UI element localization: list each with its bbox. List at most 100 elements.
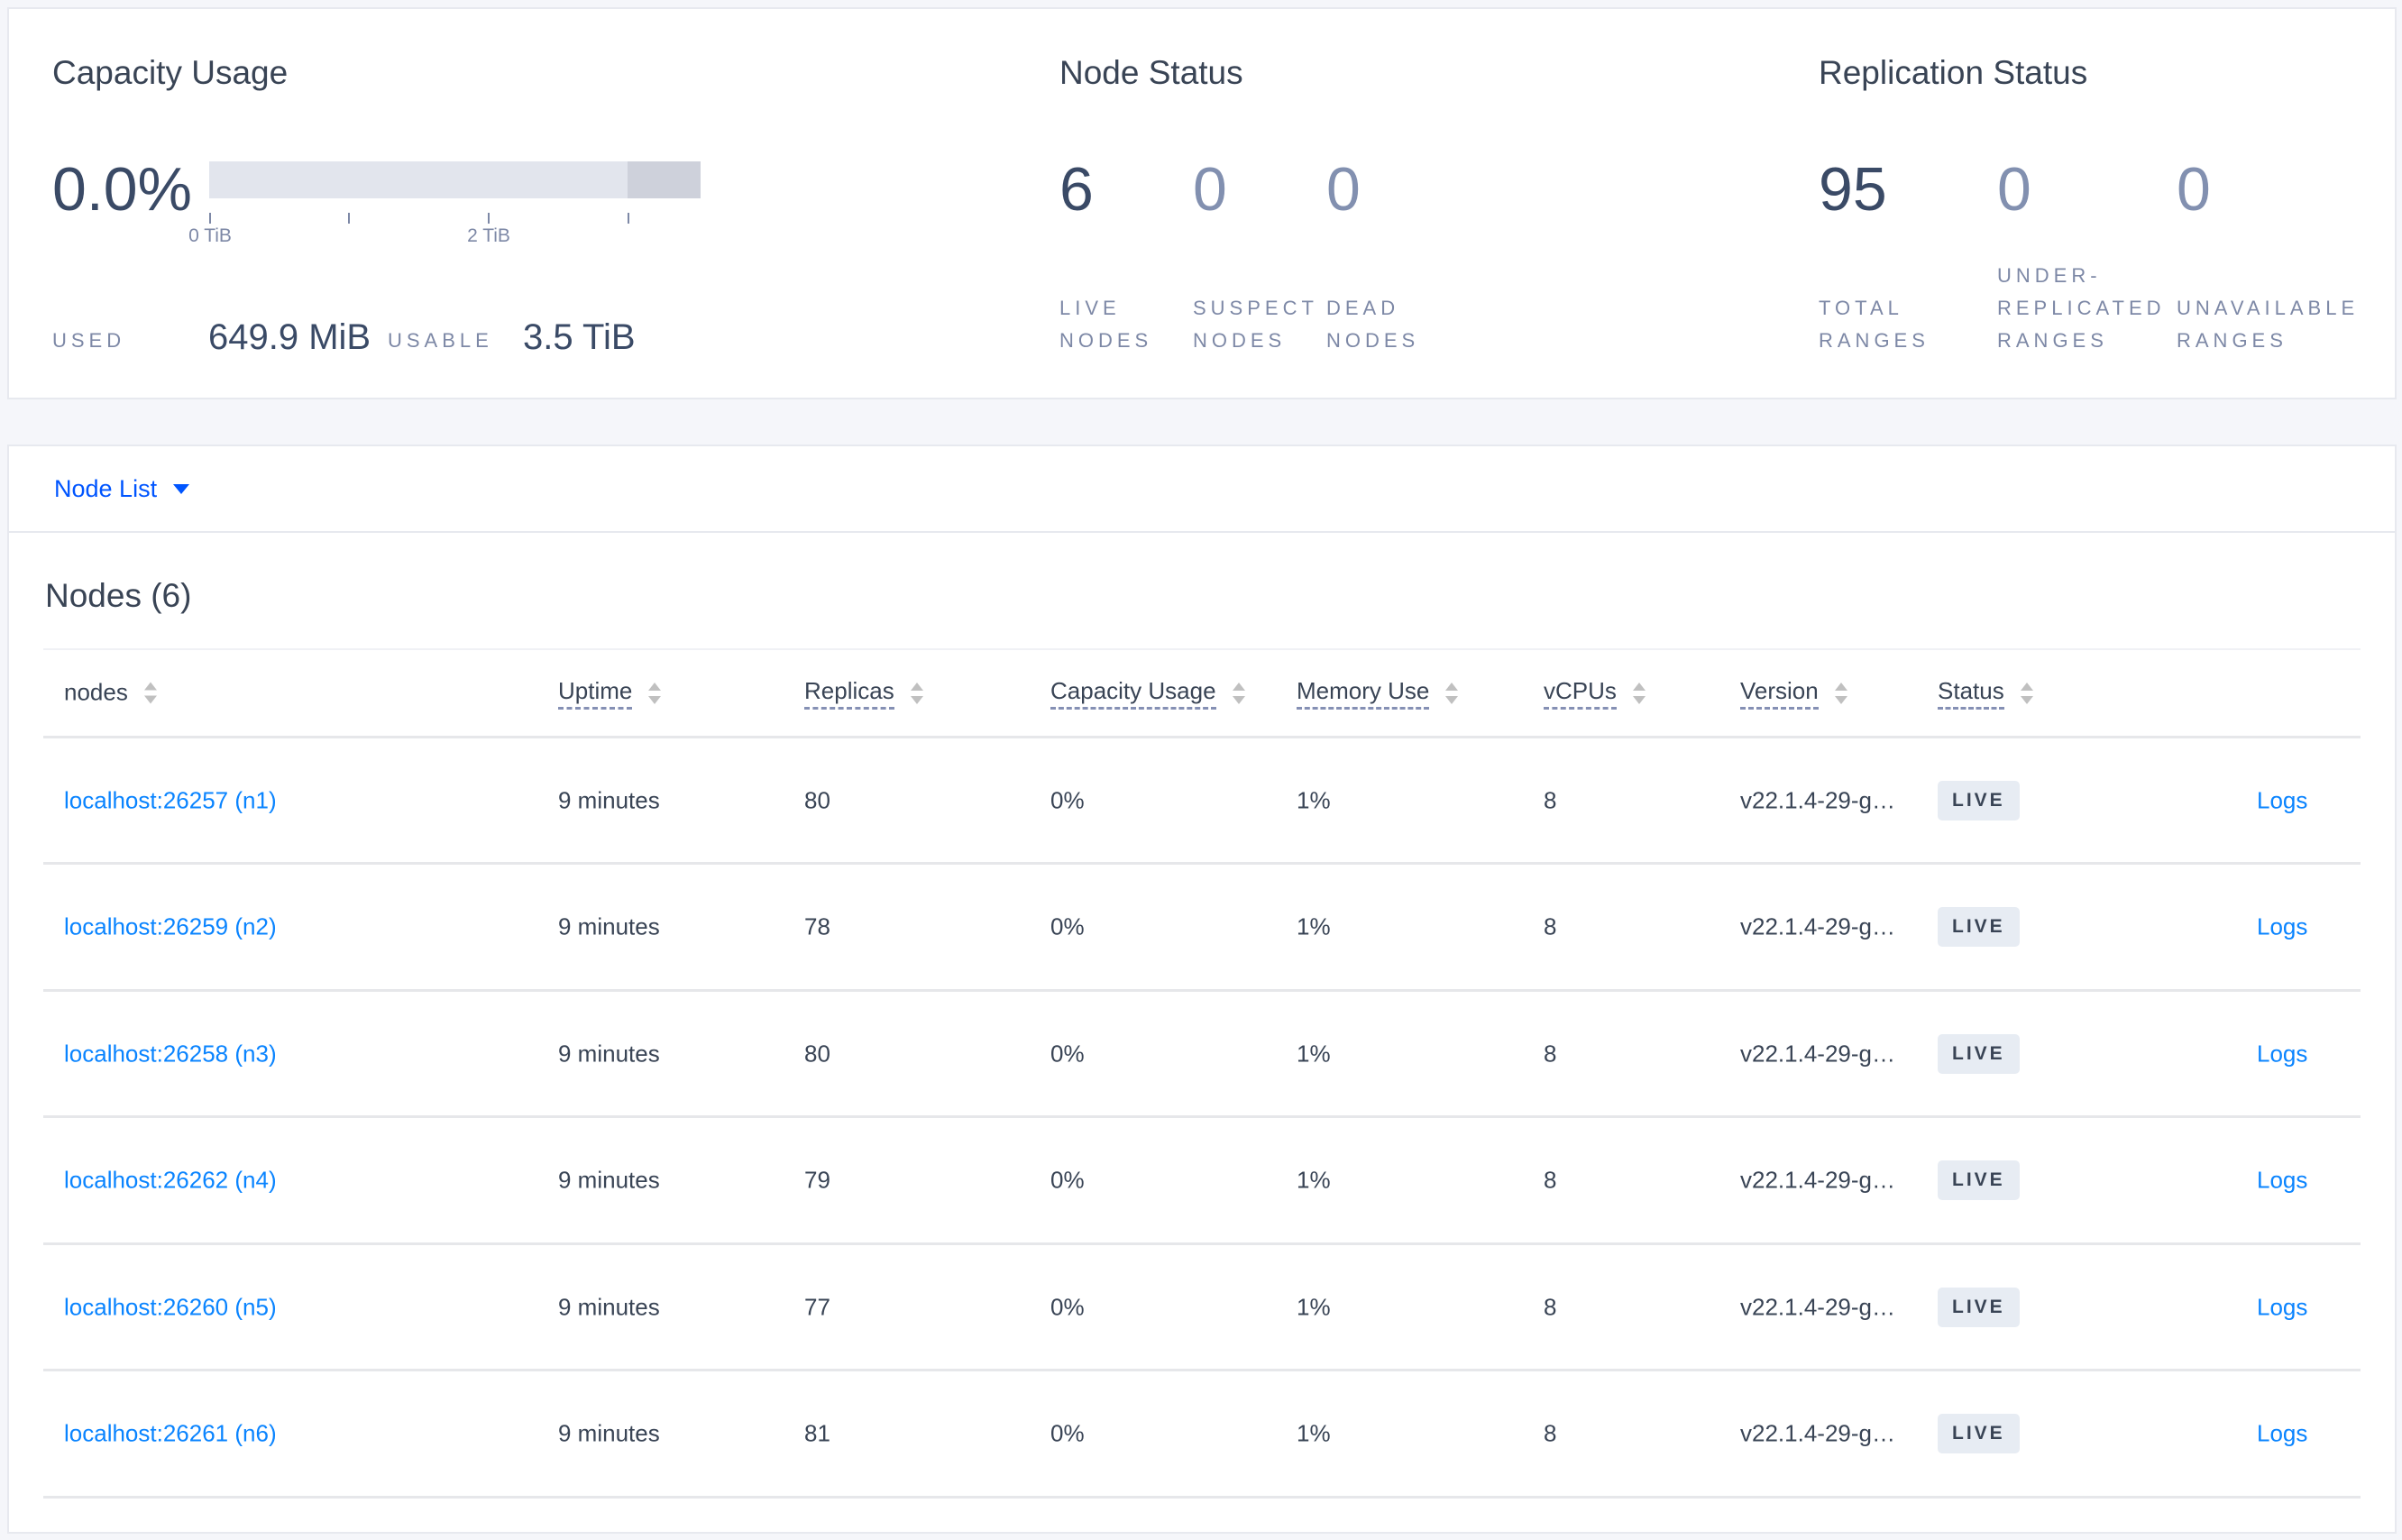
used-label: USED xyxy=(52,329,126,352)
status-badge: LIVE xyxy=(1938,1414,2020,1453)
sort-icon[interactable] xyxy=(1232,682,1245,704)
summary-card: Capacity Usage 0.0% 0 TiB 2 TiB USED 649… xyxy=(7,7,2397,399)
column-header-status[interactable]: Status xyxy=(1938,677,2033,710)
column-header-uptime[interactable]: Uptime xyxy=(558,677,662,710)
bar-tick xyxy=(488,213,490,224)
status-badge: LIVE xyxy=(1938,1033,2020,1074)
status-badge: LIVE xyxy=(1938,780,2020,820)
column-header-label: Capacity Usage xyxy=(1050,677,1216,710)
column-header-version[interactable]: Version xyxy=(1740,677,1847,710)
node-link[interactable]: localhost:26258 (n3) xyxy=(64,1040,277,1067)
logs-link[interactable]: Logs xyxy=(2257,1419,2308,1447)
logs-link[interactable]: Logs xyxy=(2257,1040,2308,1067)
column-header-label: Memory Use xyxy=(1297,677,1430,710)
table-row: localhost:26258 (n3) 9 minutes 80 0% 1% 8 v22.… xyxy=(43,992,2361,1118)
column-header-label: Uptime xyxy=(558,677,633,710)
column-header-replicas[interactable]: Replicas xyxy=(804,677,923,710)
usable-label: USABLE xyxy=(388,329,493,352)
column-header-nodes[interactable]: nodes xyxy=(64,678,157,708)
table-row: localhost:26261 (n6) 9 minutes 81 0% 1% 8 v22.… xyxy=(43,1372,2361,1499)
live-nodes-label: LIVE NODES xyxy=(1059,297,1153,352)
cell-capacity: 0% xyxy=(1050,1040,1085,1067)
cell-vcpus: 8 xyxy=(1544,1419,1557,1447)
cell-uptime: 9 minutes xyxy=(558,1293,660,1320)
view-selector-dropdown[interactable]: Node List xyxy=(54,475,190,503)
cell-replicas: 80 xyxy=(804,786,830,813)
cell-uptime: 9 minutes xyxy=(558,786,660,813)
cell-uptime: 9 minutes xyxy=(558,1166,660,1194)
cell-vcpus: 8 xyxy=(1544,912,1557,940)
node-link[interactable]: localhost:26261 (n6) xyxy=(64,1419,277,1447)
column-header-label: nodes xyxy=(64,678,128,705)
column-header-memory-use[interactable]: Memory Use xyxy=(1297,677,1459,710)
column-header-vcpus[interactable]: vCPUs xyxy=(1544,677,1646,710)
cell-capacity: 0% xyxy=(1050,1293,1085,1320)
column-header-label: Version xyxy=(1740,677,1819,710)
usable-value: 3.5 TiB xyxy=(523,317,636,357)
cell-capacity: 0% xyxy=(1050,1166,1085,1194)
sort-icon[interactable] xyxy=(1632,682,1646,704)
unavailable-count: 0 xyxy=(2177,155,2211,224)
bar-tick xyxy=(348,213,350,224)
logs-link[interactable]: Logs xyxy=(2257,1166,2308,1194)
node-link[interactable]: localhost:26257 (n1) xyxy=(64,786,277,813)
cell-replicas: 80 xyxy=(804,1040,830,1067)
cell-memory: 1% xyxy=(1297,1293,1331,1320)
cell-uptime: 9 minutes xyxy=(558,912,660,940)
cell-version: v22.1.4-29-g… xyxy=(1740,1293,1895,1320)
dead-nodes-count: 0 xyxy=(1326,155,1361,224)
live-nodes-count: 6 xyxy=(1059,155,1094,224)
node-link[interactable]: localhost:26259 (n2) xyxy=(64,912,277,940)
cell-replicas: 77 xyxy=(804,1293,830,1320)
cell-version: v22.1.4-29-g… xyxy=(1740,786,1895,813)
column-header-capacity-usage[interactable]: Capacity Usage xyxy=(1050,677,1245,710)
sort-icon[interactable] xyxy=(2020,682,2033,704)
column-header-label: vCPUs xyxy=(1544,677,1617,710)
sort-icon[interactable] xyxy=(143,682,157,704)
logs-link[interactable]: Logs xyxy=(2257,1293,2308,1320)
status-badge: LIVE xyxy=(1938,1287,2020,1327)
cell-vcpus: 8 xyxy=(1544,1166,1557,1194)
unavailable-label: UNAVAILABLE RANGES xyxy=(2177,297,2360,352)
cell-capacity: 0% xyxy=(1050,786,1085,813)
cell-memory: 1% xyxy=(1297,1419,1331,1447)
cell-replicas: 81 xyxy=(804,1419,830,1447)
sort-icon[interactable] xyxy=(1445,682,1459,704)
bar-tick xyxy=(209,213,211,224)
capacity-percent: 0.0% xyxy=(52,155,192,224)
table-row: localhost:26257 (n1) 9 minutes 80 0% 1% 8 v22.… xyxy=(43,738,2361,865)
table-row: localhost:26262 (n4) 9 minutes 79 0% 1% 8 v22.… xyxy=(43,1119,2361,1245)
bar-tick xyxy=(628,213,629,224)
node-status-title: Node Status xyxy=(1059,54,1243,91)
cell-vcpus: 8 xyxy=(1544,786,1557,813)
total-ranges-label: TOTAL RANGES xyxy=(1819,297,1930,352)
logs-link[interactable]: Logs xyxy=(2257,786,2308,813)
column-header-label: Replicas xyxy=(804,677,894,710)
bar-tick-label: 0 TiB xyxy=(188,225,232,246)
node-link[interactable]: localhost:26260 (n5) xyxy=(64,1293,277,1320)
bar-tick-label: 2 TiB xyxy=(467,225,510,246)
under-replicated-label: UNDER- REPLICATED RANGES xyxy=(1997,264,2166,352)
cell-replicas: 79 xyxy=(804,1166,830,1194)
cell-memory: 1% xyxy=(1297,1040,1331,1067)
replication-title: Replication Status xyxy=(1819,54,2088,91)
node-link[interactable]: localhost:26262 (n4) xyxy=(64,1166,277,1194)
cell-memory: 1% xyxy=(1297,912,1331,940)
logs-link[interactable]: Logs xyxy=(2257,912,2308,940)
caret-down-icon xyxy=(173,484,190,494)
cell-memory: 1% xyxy=(1297,1166,1331,1194)
suspect-nodes-label: SUSPECT NODES xyxy=(1193,297,1318,352)
under-replicated-count: 0 xyxy=(1997,155,2031,224)
sort-icon[interactable] xyxy=(910,682,923,704)
sort-icon[interactable] xyxy=(1834,682,1847,704)
sort-icon[interactable] xyxy=(648,682,662,704)
status-badge: LIVE xyxy=(1938,907,2020,947)
cell-vcpus: 8 xyxy=(1544,1293,1557,1320)
cell-version: v22.1.4-29-g… xyxy=(1740,1419,1895,1447)
view-selector-bar xyxy=(9,446,2395,533)
view-selector-label: Node List xyxy=(54,475,158,502)
cell-uptime: 9 minutes xyxy=(558,1419,660,1447)
used-value: 649.9 MiB xyxy=(208,317,371,357)
cell-version: v22.1.4-29-g… xyxy=(1740,1040,1895,1067)
cell-capacity: 0% xyxy=(1050,912,1085,940)
